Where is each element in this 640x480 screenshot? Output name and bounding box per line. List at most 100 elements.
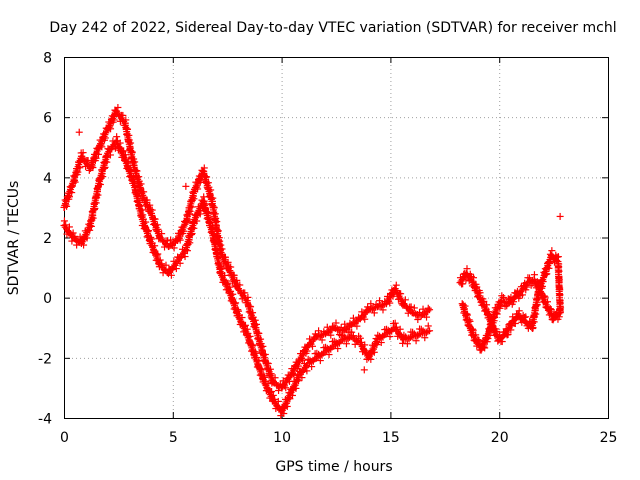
data-point <box>548 315 556 323</box>
data-point <box>71 178 79 186</box>
data-point <box>264 360 272 368</box>
data-point <box>504 331 512 339</box>
data-point <box>209 194 217 202</box>
data-point <box>65 223 73 231</box>
data-point <box>213 218 221 226</box>
data-point <box>557 304 565 312</box>
data-point <box>504 295 512 303</box>
data-point <box>98 143 106 151</box>
data-point <box>87 222 95 230</box>
data-point <box>361 315 369 323</box>
data-point <box>221 271 229 279</box>
data-point <box>176 259 184 267</box>
data-point <box>397 290 405 298</box>
data-point <box>121 151 129 159</box>
data-point <box>183 247 191 255</box>
data-point <box>80 241 88 249</box>
data-point <box>410 304 418 312</box>
data-point <box>487 317 495 325</box>
data-point <box>529 324 537 332</box>
data-point <box>491 304 499 312</box>
data-point <box>473 342 481 350</box>
data-point <box>318 336 326 344</box>
data-point <box>370 309 378 317</box>
data-point <box>341 320 349 328</box>
data-point <box>517 283 525 291</box>
data-point <box>349 314 357 322</box>
data-point <box>419 305 427 313</box>
data-point <box>251 316 259 324</box>
grid <box>64 57 608 418</box>
data-point <box>60 217 68 225</box>
data-point <box>76 164 84 172</box>
data-point <box>554 253 562 261</box>
data-point <box>467 326 475 334</box>
data-point <box>511 289 519 297</box>
data-point <box>128 148 136 156</box>
data-point <box>229 290 237 298</box>
data-point <box>261 373 269 381</box>
data-point <box>251 348 259 356</box>
data-point <box>361 341 369 349</box>
data-point <box>292 384 300 392</box>
data-point <box>210 204 218 212</box>
y-tick-label: 4 <box>43 171 52 187</box>
data-point <box>280 410 288 418</box>
data-point <box>533 301 541 309</box>
data-point <box>68 189 76 197</box>
data-point <box>127 166 135 174</box>
data-point <box>458 300 466 308</box>
data-point <box>396 325 404 333</box>
data-point <box>153 221 161 229</box>
data-point <box>196 210 204 218</box>
data-point <box>298 374 306 382</box>
data-point <box>243 325 251 333</box>
data-point <box>332 319 340 327</box>
data-point <box>83 234 91 242</box>
chart-title: Day 242 of 2022, Sidereal Day-to-day VTE… <box>49 20 616 36</box>
data-point <box>288 391 296 399</box>
data-point <box>236 281 244 289</box>
data-point <box>290 371 298 379</box>
data-point <box>534 294 542 302</box>
data-point <box>489 313 497 321</box>
data-point <box>555 267 563 275</box>
data-point <box>151 215 159 223</box>
data-point <box>481 334 489 342</box>
data-point <box>266 365 274 373</box>
data-point <box>79 149 87 157</box>
data-point <box>255 329 263 337</box>
data-point <box>210 230 218 238</box>
x-tick-label: 25 <box>600 430 618 446</box>
data-point <box>89 214 97 222</box>
data-point <box>188 203 196 211</box>
data-point <box>548 247 556 255</box>
data-point <box>158 230 166 238</box>
data-point <box>212 239 220 247</box>
data-point <box>131 158 139 166</box>
data-point <box>140 188 148 196</box>
data-point <box>255 356 263 364</box>
data-point <box>139 211 147 219</box>
data-point <box>156 256 164 264</box>
data-point <box>303 367 311 375</box>
data-point <box>545 264 553 272</box>
data-point <box>323 323 331 331</box>
data-point <box>501 302 509 310</box>
data-point <box>190 195 198 203</box>
data-point <box>238 314 246 322</box>
data-point <box>142 218 150 226</box>
data-point <box>424 322 432 330</box>
data-point <box>412 337 420 345</box>
data-point <box>424 304 432 312</box>
data-point <box>224 258 232 266</box>
data-point <box>207 186 215 194</box>
data-point <box>63 202 71 210</box>
data-point <box>539 298 547 306</box>
y-tick-label: 0 <box>43 291 52 307</box>
data-point <box>370 348 378 356</box>
data-point <box>274 397 282 405</box>
data-point <box>367 300 375 308</box>
data-point <box>356 334 364 342</box>
data-point <box>94 150 102 158</box>
